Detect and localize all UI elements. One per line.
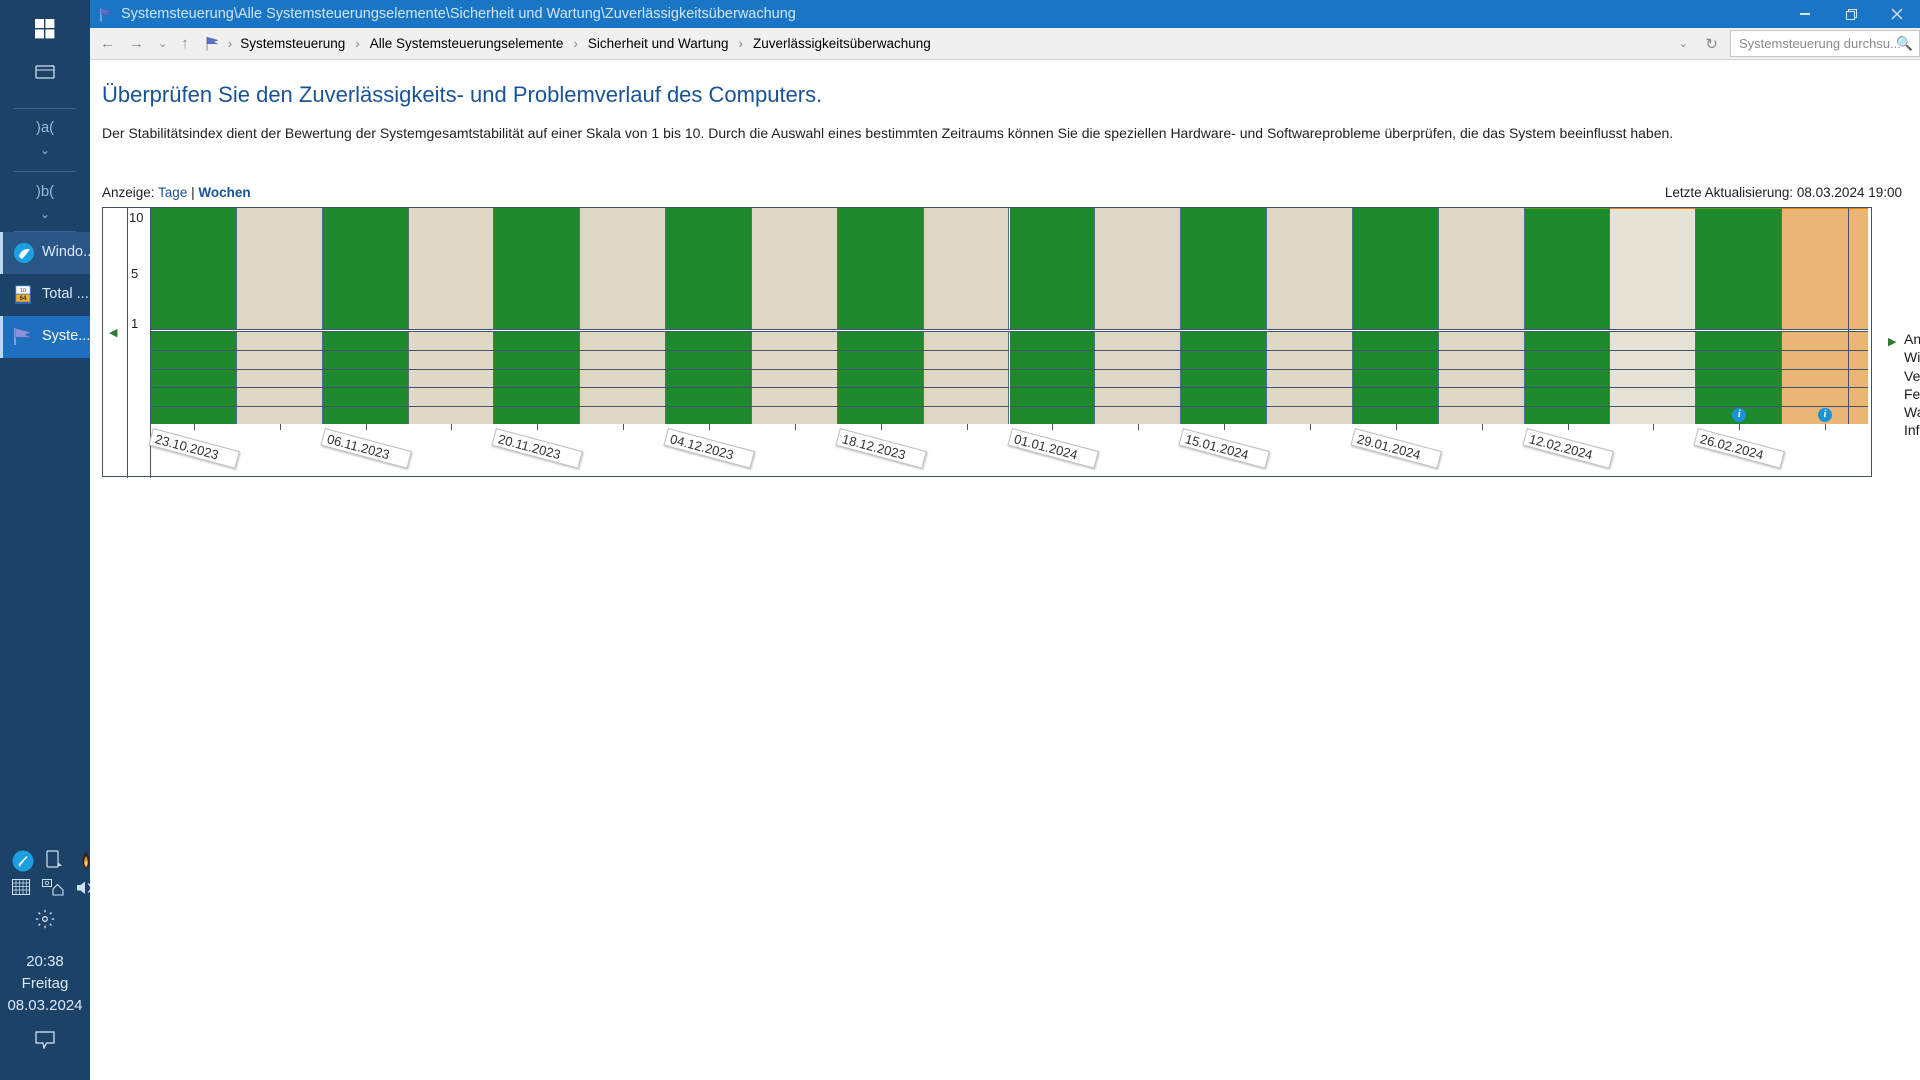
svg-text:64: 64 (20, 296, 27, 302)
svg-text:10: 10 (20, 288, 26, 294)
